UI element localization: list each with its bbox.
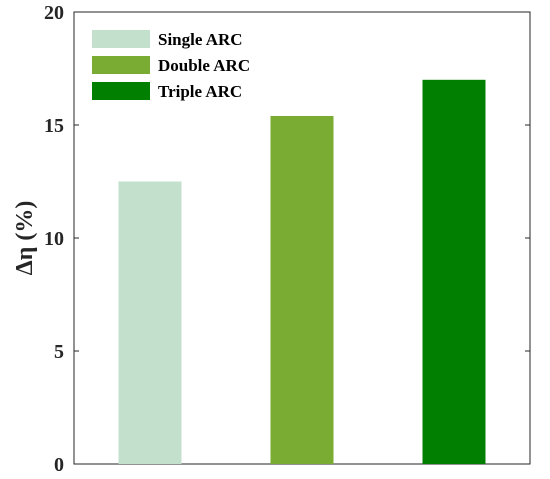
y-axis-ticks: 0 5 10 15 20 bbox=[44, 2, 530, 476]
legend-label: Double ARC bbox=[158, 56, 250, 75]
y-tick-label: 20 bbox=[44, 2, 64, 24]
bar-double-arc bbox=[270, 116, 334, 464]
y-tick-label: 0 bbox=[54, 454, 64, 476]
y-axis-label: Δη (%) bbox=[12, 201, 38, 276]
bar-triple-arc bbox=[422, 79, 486, 465]
legend-label: Triple ARC bbox=[158, 82, 242, 101]
legend-label: Single ARC bbox=[158, 30, 243, 49]
y-tick-label: 15 bbox=[44, 115, 64, 137]
y-tick-label: 5 bbox=[54, 341, 64, 363]
y-tick-label: 10 bbox=[44, 228, 64, 250]
legend: Single ARC Double ARC Triple ARC bbox=[84, 22, 264, 104]
bar-single-arc bbox=[118, 181, 182, 464]
bars-group bbox=[118, 79, 486, 465]
legend-swatch bbox=[92, 30, 150, 48]
legend-swatch bbox=[92, 82, 150, 100]
legend-swatch bbox=[92, 56, 150, 74]
